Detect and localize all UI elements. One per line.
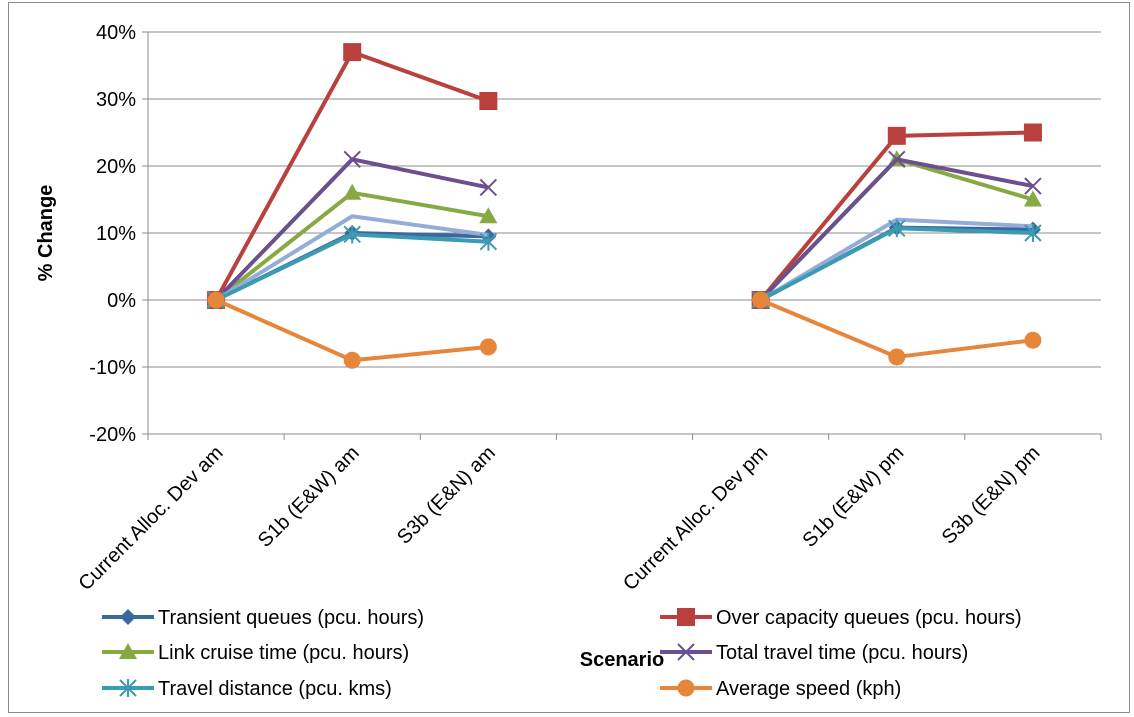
data-point (479, 338, 497, 356)
data-point (888, 150, 906, 169)
y-axis-title: % Change (35, 185, 57, 282)
x-tick-label: S1b (E&W) pm (798, 442, 908, 552)
series-line (759, 226, 1033, 302)
legend-item: Link cruise time (pcu. hours) (102, 642, 409, 664)
data-point (343, 150, 361, 169)
legend-item: Transient queues (pcu. hours) (102, 607, 424, 629)
legend-label: Link cruise time (pcu. hours) (158, 642, 409, 664)
data-point (479, 232, 498, 251)
y-tick-label: 40% (96, 22, 136, 44)
legend-label: Over capacity queues (pcu. hours) (716, 607, 1022, 629)
data-point (343, 225, 361, 244)
series-line (214, 190, 489, 302)
data-point (888, 348, 906, 366)
legend-item: Average speed (kph) (660, 678, 901, 700)
y-tick-label: 10% (96, 223, 136, 245)
series-line (215, 298, 489, 363)
legend-swatch-marker (119, 679, 137, 697)
legend-label: Transient queues (pcu. hours) (158, 607, 424, 629)
data-point (479, 207, 498, 224)
data-point (1024, 331, 1042, 349)
x-tick-label: S1b (E&W) am (254, 442, 364, 552)
data-point (343, 43, 362, 62)
legend-swatch-marker (677, 679, 695, 697)
y-tick-label: 30% (96, 89, 136, 111)
x-tick-label: Current Alloc. Dev pm (619, 442, 772, 595)
x-tick-label: Current Alloc. Dev am (75, 442, 228, 595)
legend: Transient queues (pcu. hours) Over capaci… (102, 607, 1022, 700)
data-point (343, 183, 362, 200)
legend-item: Over capacity queues (pcu. hours) (660, 607, 1022, 629)
data-point (887, 126, 906, 145)
legend-swatch-marker (120, 609, 136, 625)
legend-item: Travel distance (pcu. kms) (102, 678, 392, 700)
y-tick-label: 0% (107, 290, 136, 312)
gridlines (148, 31, 1101, 368)
data-point (1023, 190, 1042, 207)
data-point (479, 92, 498, 111)
x-axis-title: Scenario (580, 649, 664, 671)
data-point (1023, 123, 1042, 142)
data-point (1024, 177, 1042, 195)
legend-label: Total travel time (pcu. hours) (716, 642, 968, 664)
y-tick-label: -20% (89, 424, 136, 446)
data-point (1024, 224, 1042, 242)
y-tick-label: -10% (89, 357, 136, 379)
data-point (207, 291, 225, 309)
series-average-speed-kph (207, 291, 1042, 369)
legend-label: Travel distance (pcu. kms) (158, 678, 392, 700)
x-tick-label: S3b (E&N) am (393, 442, 500, 549)
legend-item: Total travel time (pcu. hours) (660, 642, 968, 664)
y-tick-label: 20% (96, 156, 136, 178)
legend-swatch-marker (677, 643, 695, 661)
data-point (888, 219, 906, 238)
data-point (479, 178, 498, 197)
chart-frame (8, 2, 1130, 713)
data-point (343, 351, 361, 369)
legend-swatch-marker (119, 643, 137, 659)
x-tick-label: S3b (E&N) pm (938, 442, 1045, 549)
series-over-capacity-queues-pcu-hours (207, 43, 1042, 309)
legend-label: Average speed (kph) (716, 678, 901, 700)
series-line (214, 50, 490, 301)
data-point (752, 291, 770, 309)
series-line (759, 298, 1034, 359)
series-line (759, 225, 1033, 302)
series-line (215, 214, 489, 302)
legend-swatch-marker (677, 608, 695, 626)
